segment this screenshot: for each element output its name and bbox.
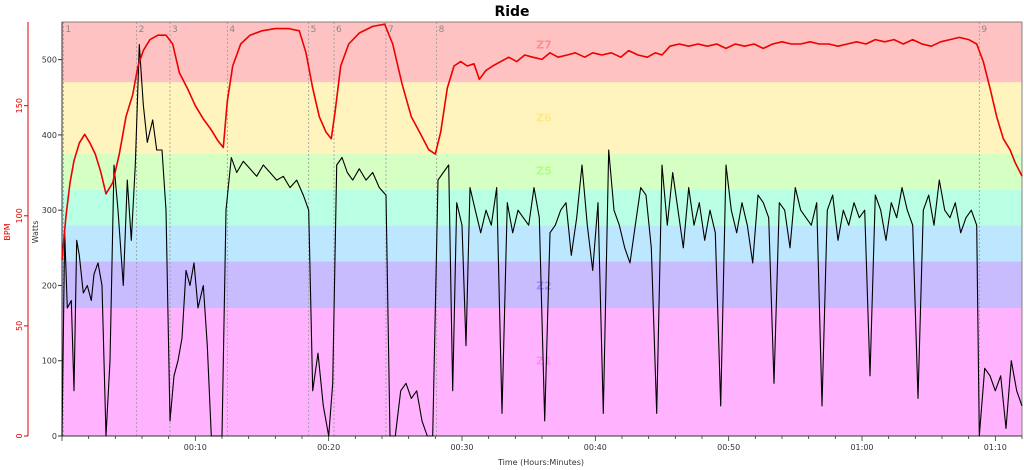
x-tick-label: 00:40 — [584, 443, 607, 452]
x-tick-label: 00:10 — [184, 443, 207, 452]
series-layer — [61, 23, 1023, 437]
zone-label: Z2 — [536, 279, 552, 292]
bpm-tick-label: 150 — [15, 98, 24, 113]
watts-tick-label: 100 — [42, 357, 57, 366]
zone-label: Z1 — [536, 355, 552, 368]
x-axis-label: Time (Hours:Minutes) — [497, 458, 584, 467]
lap-label: 7 — [388, 25, 394, 35]
watts-tick-label: 0 — [52, 432, 57, 441]
zone-band — [62, 189, 1022, 226]
zone-band — [62, 153, 1022, 190]
time-axis: 00:10 00:20 00:30 00:40 00:50 01:00 01:10 — [61, 435, 1023, 452]
zone-band — [62, 22, 1022, 83]
zone-label: Z6 — [536, 112, 552, 125]
bpm-tick-label: 50 — [15, 321, 24, 331]
bpm-axis: 0 50 100 150 — [15, 22, 29, 439]
chart-title: Ride — [494, 4, 529, 20]
watts-tick-label: 300 — [42, 206, 57, 215]
lap-label: 6 — [336, 25, 342, 35]
watts-axis: 0 100 200 300 400 500 — [42, 22, 63, 441]
lap-label: 9 — [981, 25, 987, 35]
watts-tick-label: 200 — [42, 281, 57, 290]
watts-tick-label: 500 — [42, 56, 57, 65]
x-tick-label: 00:20 — [317, 443, 340, 452]
x-tick-label: 00:50 — [717, 443, 740, 452]
bpm-tick-label: 100 — [15, 208, 24, 223]
x-tick-label: 01:00 — [850, 443, 873, 452]
lap-label: 4 — [229, 25, 235, 35]
lap-label: 1 — [65, 25, 71, 35]
watts-axis-label: Watts — [31, 221, 40, 244]
x-tick-label: 00:30 — [450, 443, 473, 452]
lap-label: 3 — [172, 25, 178, 35]
zone-band — [62, 82, 1022, 154]
zone-band — [62, 225, 1022, 262]
zone-label: Z7 — [536, 39, 552, 52]
x-tick-label: 01:10 — [984, 443, 1007, 452]
lap-label: 8 — [439, 25, 445, 35]
zone-bands: Z1 Z2 Z5 Z6 Z7 — [62, 22, 1022, 436]
bpm-tick-label: 0 — [15, 433, 24, 438]
lap-label: 2 — [139, 25, 145, 35]
watts-tick-label: 400 — [42, 131, 57, 140]
watts-series-line — [61, 44, 1023, 437]
bpm-series-line — [61, 23, 1023, 260]
lap-label: 5 — [311, 25, 317, 35]
bpm-axis-label: BPM — [3, 223, 12, 240]
zone-label: Z5 — [536, 164, 552, 177]
